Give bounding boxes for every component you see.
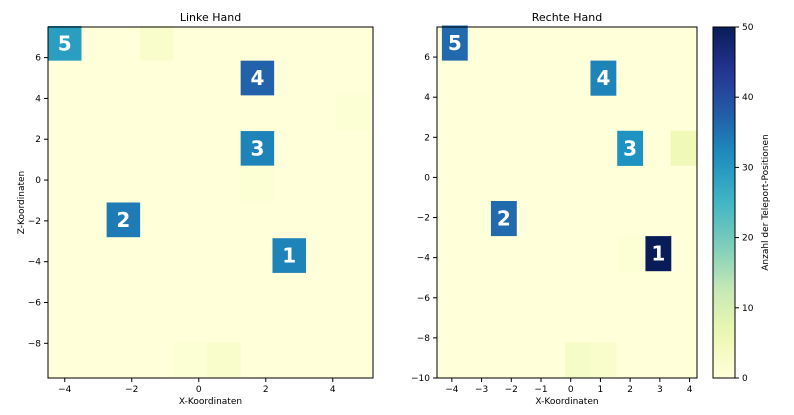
x-tick-label: 1 <box>598 385 604 395</box>
plot-frame <box>436 26 698 379</box>
heatmap-cell <box>272 238 306 273</box>
y-tick-label: −6 <box>417 294 431 304</box>
heatmap-cell <box>617 130 644 166</box>
heatmap-cell <box>565 342 592 378</box>
heatmap-cell <box>490 200 517 237</box>
y-tick-label: −6 <box>28 298 42 308</box>
cell-label: 4 <box>250 66 264 90</box>
heatmap-cell <box>207 342 241 377</box>
colorbar-tick-label: 0 <box>742 374 748 384</box>
heatmap-cell <box>645 236 672 272</box>
colorbar-scale <box>712 26 736 379</box>
x-tick-label: 0 <box>196 385 202 395</box>
heatmap-cell <box>106 202 141 238</box>
heatmap-cell <box>140 25 174 61</box>
heatmap-cell <box>240 165 275 201</box>
y-tick-label: 4 <box>424 93 430 103</box>
plot-background <box>437 27 697 378</box>
y-tick-label: −2 <box>28 217 41 227</box>
colorbar-tick-label: 50 <box>742 23 754 33</box>
chart-title: Rechte Hand <box>532 11 602 24</box>
y-axis-label: Z-Koordinaten <box>17 171 27 234</box>
chart-panel-1: 5 4 3 2 1 −4 −2 0 2 4 −8 −6 −4 −2 0 2 4 6 Linke Hand X-Koor… <box>17 11 374 407</box>
cell-label: 3 <box>623 136 637 160</box>
y-tick-label: −2 <box>417 214 430 224</box>
y-tick-label: −10 <box>411 374 430 384</box>
heatmap-cell <box>48 25 82 61</box>
y-tick-label: −4 <box>417 254 431 264</box>
y-tick-label: −8 <box>417 334 431 344</box>
colorbar-tick-label: 20 <box>742 234 754 244</box>
x-tick-label: −4 <box>58 385 72 395</box>
heatmap-cell <box>590 60 617 96</box>
chart-title: Linke Hand <box>180 11 241 24</box>
colorbar-tick-label: 40 <box>742 93 754 103</box>
heatmap-cell <box>240 131 275 166</box>
y-tick-label: 4 <box>35 94 41 104</box>
plot-background <box>48 27 373 378</box>
cell-label: 2 <box>116 208 130 232</box>
colorbar-tick-label: 30 <box>742 163 754 173</box>
cell-label: 5 <box>58 31 72 55</box>
heatmap-cell <box>441 25 468 61</box>
x-tick-label: 2 <box>263 385 269 395</box>
y-tick-label: 0 <box>424 173 430 183</box>
heatmap-cell <box>336 95 370 131</box>
heatmap-cell <box>173 342 208 377</box>
colorbar-label: Anzahl der Teleport-Positionen <box>761 134 771 271</box>
x-tick-label: −1 <box>534 385 547 395</box>
x-tick-label: −2 <box>505 385 518 395</box>
y-tick-label: 6 <box>424 53 430 63</box>
heatmap-cell <box>240 60 275 96</box>
x-tick-label: 4 <box>330 385 336 395</box>
x-tick-label: −2 <box>125 385 138 395</box>
y-tick-label: 2 <box>35 135 41 145</box>
heatmap-cell <box>617 236 644 272</box>
cell-label: 3 <box>250 136 264 160</box>
plot-frame <box>47 26 374 379</box>
x-tick-label: 2 <box>627 385 633 395</box>
y-tick-label: −8 <box>28 339 42 349</box>
cell-label: 4 <box>596 66 610 90</box>
y-tick-label: 6 <box>35 54 41 64</box>
x-tick-label: 3 <box>657 385 663 395</box>
heatmap-cell <box>590 342 617 378</box>
y-tick-label: −4 <box>28 258 42 268</box>
cell-label: 5 <box>448 31 462 55</box>
x-axis-label: X-Koordinaten <box>535 397 598 407</box>
x-axis-label: X-Koordinaten <box>179 397 242 407</box>
x-tick-label: 0 <box>568 385 574 395</box>
cell-label: 1 <box>651 242 665 266</box>
x-tick-label: 4 <box>687 385 693 395</box>
cell-label: 2 <box>497 207 511 231</box>
colorbar-tick-label: 10 <box>742 304 754 314</box>
x-tick-label: −3 <box>475 385 488 395</box>
heatmap-cell <box>670 130 697 166</box>
y-tick-label: 0 <box>35 176 41 186</box>
y-tick-label: 2 <box>424 133 430 143</box>
x-tick-label: −4 <box>445 385 459 395</box>
colorbar: 0 10 20 30 40 50 Anzahl der Teleport-Positione… <box>712 23 771 384</box>
cell-label: 1 <box>282 244 296 268</box>
